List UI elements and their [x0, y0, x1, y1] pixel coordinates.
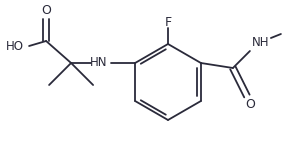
- Text: O: O: [245, 99, 255, 111]
- Text: O: O: [41, 3, 51, 16]
- Text: NH: NH: [252, 36, 270, 48]
- Text: HO: HO: [6, 39, 24, 52]
- Text: HN: HN: [90, 57, 108, 69]
- Text: F: F: [164, 15, 171, 28]
